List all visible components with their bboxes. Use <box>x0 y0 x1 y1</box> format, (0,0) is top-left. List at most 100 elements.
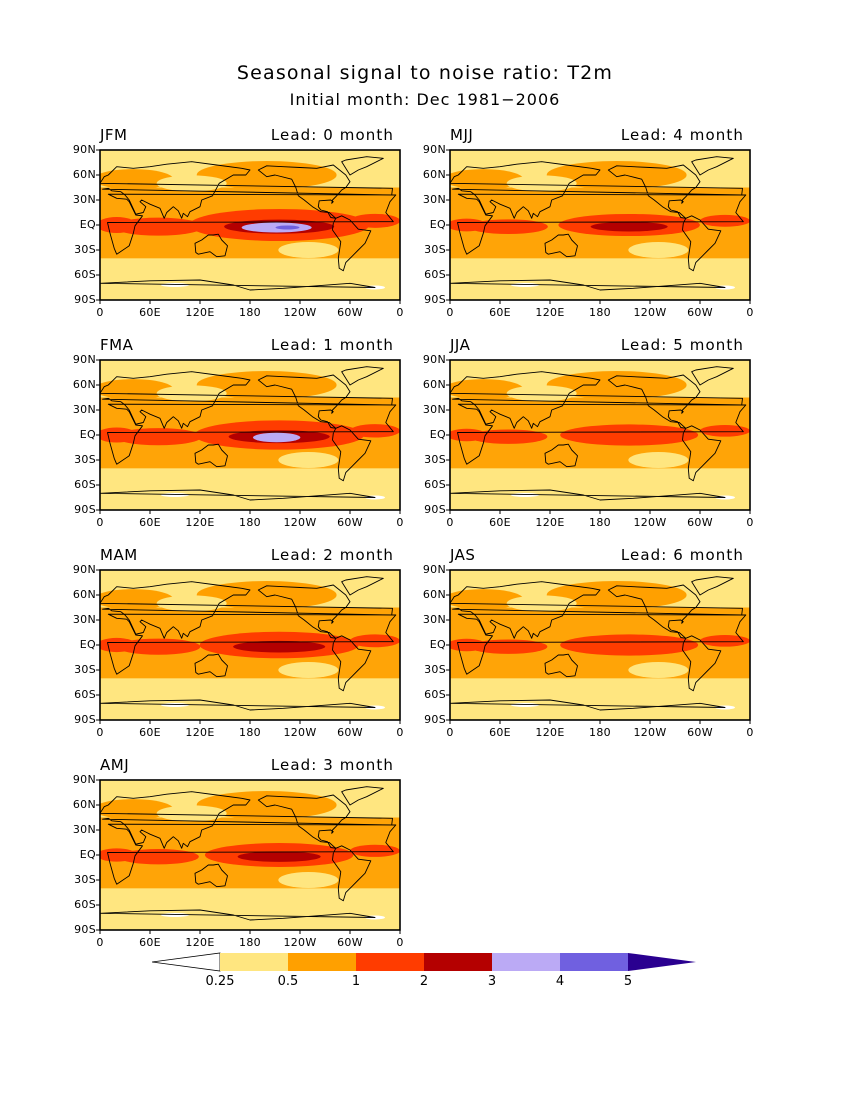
lon-tick-label: 60W <box>337 726 363 739</box>
lat-tick-label: 90S <box>74 713 96 726</box>
lon-tick-label: 120W <box>283 516 317 529</box>
lat-tick-label: 60S <box>424 688 446 701</box>
lat-tick-label: 30S <box>74 873 96 886</box>
lon-tick-label: 120E <box>535 516 565 529</box>
lat-tick-label: 90N <box>422 353 446 366</box>
colorbar-tick-label: 2 <box>419 974 429 989</box>
lon-tick-label: 120E <box>185 306 215 319</box>
lat-tick-label: 90S <box>74 293 96 306</box>
panel-lead-label: Lead: 3 month <box>270 756 394 774</box>
panel-lead-label: Lead: 4 month <box>620 126 744 144</box>
lon-tick-label: 0 <box>396 516 404 529</box>
lat-tick-label: EQ <box>79 218 96 231</box>
lon-tick-label: 60W <box>337 936 363 949</box>
panel-lead-label: Lead: 5 month <box>620 336 744 354</box>
lat-tick-label: 60N <box>72 798 96 811</box>
lat-tick-label: 90S <box>424 713 446 726</box>
figure-title: Seasonal signal to noise ratio: T2m <box>236 62 614 84</box>
lat-tick-label: 60N <box>422 378 446 391</box>
lon-tick-label: 0 <box>96 306 104 319</box>
lon-tick-label: 0 <box>96 516 104 529</box>
lon-tick-label: 60E <box>139 936 161 949</box>
lon-tick-label: 180 <box>589 516 611 529</box>
colorbar-segment <box>288 953 356 971</box>
lat-tick-label: 90N <box>72 563 96 576</box>
lon-tick-label: 0 <box>446 306 454 319</box>
lat-tick-label: 90N <box>72 353 96 366</box>
colorbar-segment <box>628 953 696 971</box>
lat-tick-label: EQ <box>79 848 96 861</box>
lat-tick-label: 60S <box>74 478 96 491</box>
lon-tick-label: 60E <box>489 516 511 529</box>
lon-tick-label: 120E <box>535 306 565 319</box>
colorbar-segment <box>492 953 560 971</box>
lat-tick-label: 60S <box>74 688 96 701</box>
lon-tick-label: 60E <box>139 516 161 529</box>
colorbar-segment <box>220 953 288 971</box>
colorbar-tick-label: 5 <box>623 974 633 989</box>
lat-tick-label: 30S <box>424 243 446 256</box>
lon-tick-label: 60W <box>337 516 363 529</box>
map-panel-jfm: JFM Lead: 0 month 90N 60N 30N EQ 30S 60S 90S 0 60E… <box>73 126 403 319</box>
lat-tick-label: 60N <box>72 168 96 181</box>
lat-tick-label: 60N <box>422 168 446 181</box>
lat-tick-label: 30N <box>422 613 446 626</box>
lon-tick-label: 180 <box>589 726 611 739</box>
colorbar-tick-label: 3 <box>487 974 497 989</box>
lon-tick-label: 60E <box>489 726 511 739</box>
panel-season-label: MJJ <box>450 126 474 144</box>
lon-tick-label: 0 <box>746 516 754 529</box>
map-panel-jja: JJA Lead: 5 month 90N 60N 30N EQ 30S 60S 90S 0 60E… <box>423 336 753 529</box>
lat-tick-label: 30S <box>74 243 96 256</box>
lon-tick-label: 120W <box>633 726 667 739</box>
lon-tick-label: 0 <box>96 936 104 949</box>
lon-tick-label: 0 <box>96 726 104 739</box>
colorbar-tick-label: 0.25 <box>205 974 235 989</box>
map-panel-amj: AMJ Lead: 3 month 90N 60N 30N EQ 30S 60S 90S 0 60E… <box>73 756 403 949</box>
lon-tick-label: 180 <box>239 936 261 949</box>
map-panel-jas: JAS Lead: 6 month 90N 60N 30N EQ 30S 60S 90S 0 60E… <box>423 546 753 739</box>
lon-tick-label: 60E <box>139 726 161 739</box>
lon-tick-label: 120W <box>633 306 667 319</box>
panel-season-label: FMA <box>100 336 134 354</box>
figure-subtitle: Initial month: Dec 1981−2006 <box>289 90 561 109</box>
lat-tick-label: 30S <box>74 663 96 676</box>
lon-tick-label: 0 <box>746 306 754 319</box>
lon-tick-label: 120E <box>185 516 215 529</box>
colorbar <box>152 952 696 972</box>
lon-tick-label: 180 <box>239 726 261 739</box>
lat-tick-label: EQ <box>79 638 96 651</box>
lat-tick-label: 60S <box>424 478 446 491</box>
lat-tick-label: 30N <box>422 193 446 206</box>
panel-season-label: JAS <box>450 546 476 564</box>
panel-season-label: MAM <box>100 546 138 564</box>
lat-tick-label: 30S <box>424 453 446 466</box>
lat-tick-label: EQ <box>429 428 446 441</box>
map-panel-mam: MAM Lead: 2 month 90N 60N 30N EQ 30S 60S 90S 0 60E… <box>73 546 403 739</box>
lon-tick-label: 60W <box>687 726 713 739</box>
lon-tick-label: 0 <box>396 726 404 739</box>
signal-noise-map <box>96 359 401 514</box>
lat-tick-label: 60S <box>74 898 96 911</box>
panel-lead-label: Lead: 2 month <box>270 546 394 564</box>
signal-noise-map <box>96 569 401 724</box>
colorbar-tick-label: 4 <box>555 974 565 989</box>
lat-tick-label: 90S <box>74 503 96 516</box>
lat-tick-label: 60N <box>72 588 96 601</box>
signal-noise-map <box>446 359 751 514</box>
lon-tick-label: 120W <box>283 726 317 739</box>
colorbar-segment <box>424 953 492 971</box>
lon-tick-label: 0 <box>396 306 404 319</box>
lon-tick-label: 60W <box>687 306 713 319</box>
lat-tick-label: EQ <box>429 638 446 651</box>
lon-tick-label: 120E <box>535 726 565 739</box>
panel-lead-label: Lead: 6 month <box>620 546 744 564</box>
lat-tick-label: EQ <box>429 218 446 231</box>
panel-season-label: AMJ <box>100 756 130 774</box>
panel-lead-label: Lead: 1 month <box>270 336 394 354</box>
lon-tick-label: 0 <box>446 726 454 739</box>
lon-tick-label: 0 <box>396 936 404 949</box>
lat-tick-label: 60S <box>424 268 446 281</box>
lon-tick-label: 180 <box>239 306 261 319</box>
lat-tick-label: 30N <box>72 613 96 626</box>
